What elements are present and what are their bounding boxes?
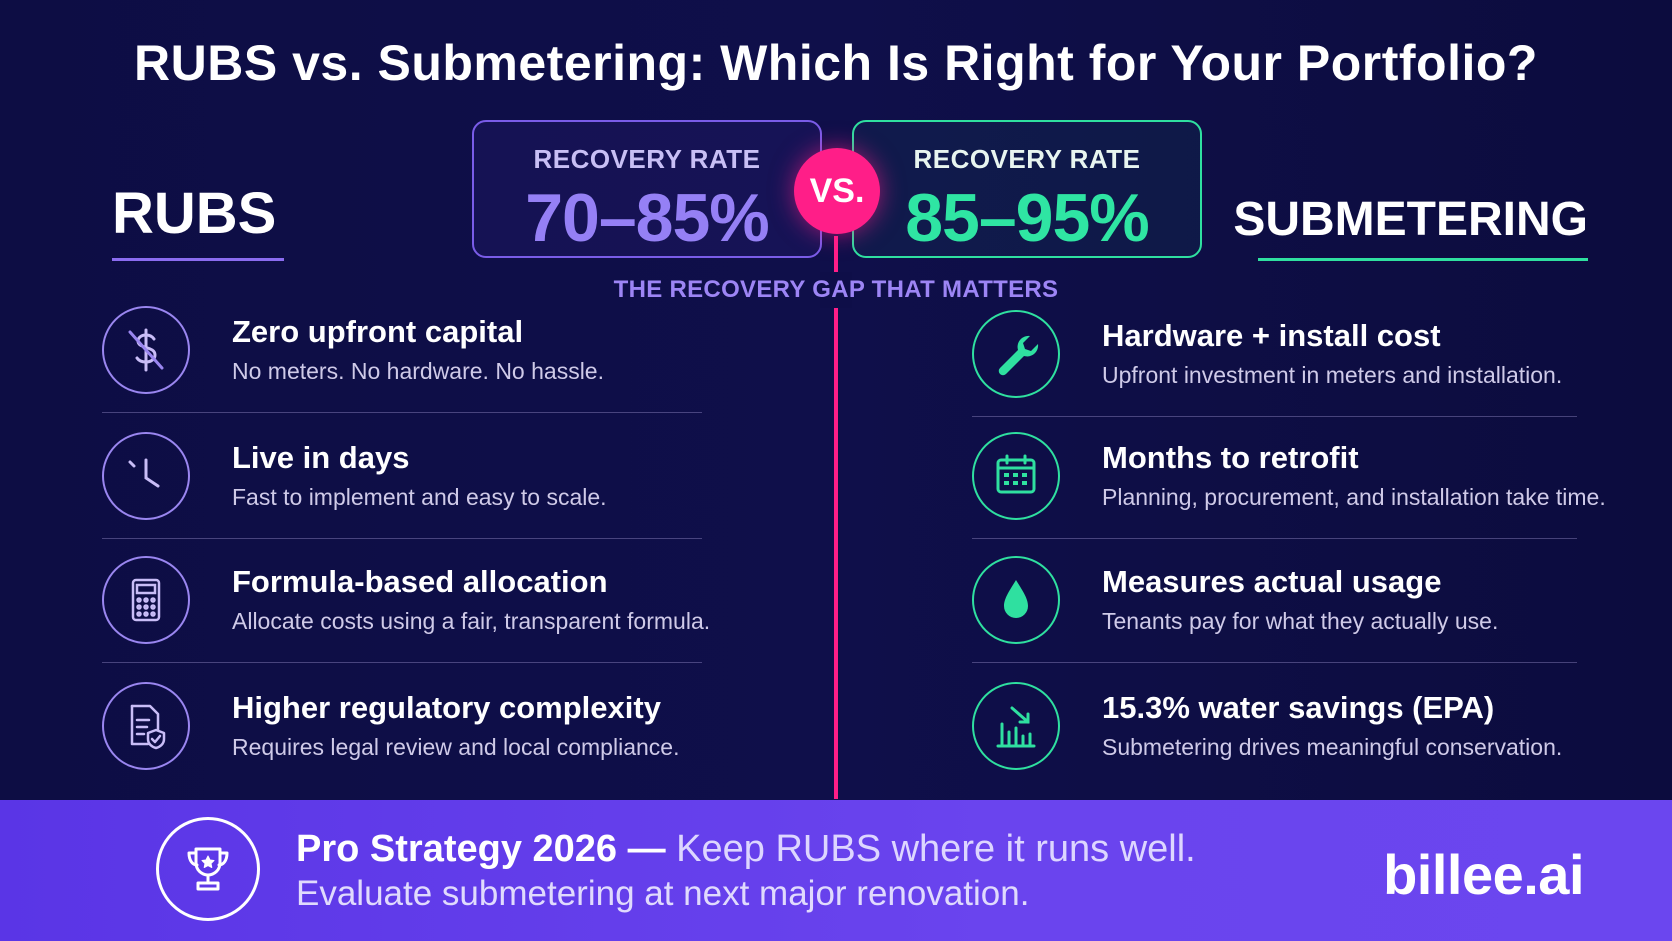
pro-strategy-text: Keep RUBS where it runs well. [676,828,1196,870]
submetering-feature-item: 15.3% water savings (EPA) Submetering dr… [972,682,1572,792]
center-divider [834,236,838,799]
feature-heading: Months to retrofit [1102,440,1359,475]
vs-badge: VS. [794,148,880,234]
row-divider [102,538,702,539]
page-title: RUBS vs. Submetering: Which Is Right for… [134,35,1538,91]
calculator-icon [102,556,190,644]
water-drop-icon [972,556,1060,644]
row-divider [972,416,1577,417]
submetering-rate-label: RECOVERY RATE [913,144,1141,174]
feature-description: Requires legal review and local complian… [232,734,680,760]
submetering-recovery-card: RECOVERY RATE 85–95% [852,120,1202,258]
rubs-heading: RUBS [112,181,277,246]
feature-description: Tenants pay for what they actually use. [1102,608,1499,634]
submetering-feature-item: Months to retrofit Planning, procurement… [972,432,1606,542]
feature-heading: Hardware + install cost [1102,318,1441,353]
feature-description: No meters. No hardware. No hassle. [232,358,604,384]
recovery-gap-label: THE RECOVERY GAP THAT MATTERS [613,276,1059,303]
rubs-rate-value: 70–85% [525,180,770,256]
feature-description: Submetering drives meaningful conservati… [1102,734,1563,760]
document-shield-icon [102,682,190,770]
rubs-rate-label: RECOVERY RATE [533,144,761,174]
feature-heading: Live in days [232,440,410,475]
feature-description: Fast to implement and easy to scale. [232,484,607,510]
footer-headline: Pro Strategy 2026 — Keep RUBS where it r… [296,828,1196,871]
wrench-icon [972,310,1060,398]
submetering-heading: SUBMETERING [1233,193,1588,246]
rubs-underline [112,258,284,261]
pro-strategy-label: Pro Strategy 2026 — [296,828,666,870]
feature-heading: Measures actual usage [1102,564,1442,599]
rubs-recovery-card: RECOVERY RATE 70–85% [472,120,822,258]
rubs-feature-item: Formula-based allocation Allocate costs … [102,556,710,666]
submetering-rate-value: 85–95% [905,180,1150,256]
feature-heading: Zero upfront capital [232,314,524,349]
feature-description: Upfront investment in meters and install… [1102,362,1563,388]
feature-heading: Higher regulatory complexity [232,690,661,725]
no-dollar-icon [102,306,190,394]
feature-heading: Formula-based allocation [232,564,608,599]
clock-icon [102,432,190,520]
footer-banner: Pro Strategy 2026 — Keep RUBS where it r… [0,800,1672,941]
row-divider [972,538,1577,539]
feature-heading: 15.3% water savings (EPA) [1102,690,1495,725]
calendar-icon [972,432,1060,520]
footer-subline: Evaluate submetering at next major renov… [296,874,1030,913]
submetering-feature-item: Hardware + install cost Upfront investme… [972,310,1577,420]
row-divider [102,662,702,663]
rubs-feature-item: Zero upfront capital No meters. No hardw… [102,306,702,416]
rubs-feature-item: Higher regulatory complexity Requires le… [102,682,702,792]
submetering-feature-item: Measures actual usage Tenants pay for wh… [972,556,1577,666]
brand-logo[interactable]: billee.ai [1383,843,1584,906]
row-divider [972,662,1577,663]
bar-chart-down-icon [972,682,1060,770]
trophy-icon [156,817,260,921]
divider-gap [820,272,852,308]
row-divider [102,412,702,413]
rubs-feature-item: Live in days Fast to implement and easy … [102,432,702,542]
feature-description: Allocate costs using a fair, transparent… [232,608,711,634]
submetering-underline [1258,258,1588,261]
feature-description: Planning, procurement, and installation … [1102,484,1606,510]
